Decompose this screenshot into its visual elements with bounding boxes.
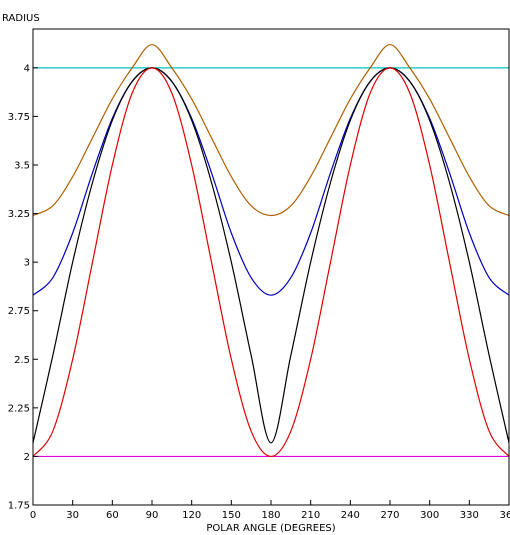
series-line-3 [32, 67, 510, 296]
y-tick-label: 2 [24, 452, 30, 463]
series-line-4 [32, 67, 510, 444]
plot-frame [32, 28, 510, 506]
x-tick-label: 150 [222, 510, 241, 521]
x-axis-title: POLAR ANGLE (DEGREES) [206, 523, 335, 534]
x-tick-label: 330 [460, 510, 479, 521]
x-tick-label: 180 [261, 510, 280, 521]
x-axis: 0 30 60 90 120 150 180 210 240 270 300 330 360 [30, 500, 510, 521]
y-tick-label: 2.5 [14, 355, 30, 366]
x-tick-label: 360 [499, 510, 510, 521]
series-line-2 [32, 43, 510, 217]
y-tick-label: 3.25 [8, 209, 30, 220]
y-axis: 1.75 2 2.25 2.5 2.75 3 3.25 3.5 3.75 4 [8, 63, 38, 512]
x-tick-label: 240 [341, 510, 360, 521]
x-tick-label: 270 [380, 510, 399, 521]
y-tick-label: 3.75 [8, 112, 30, 123]
x-tick-label: 90 [146, 510, 159, 521]
x-tick-label: 210 [301, 510, 320, 521]
y-tick-label: 3 [24, 258, 30, 269]
y-axis-title: RADIUS [2, 13, 40, 24]
y-tick-label: 3.5 [14, 161, 30, 172]
y-tick-label: 4 [24, 63, 30, 74]
x-tick-label: 0 [30, 510, 36, 521]
x-tick-label: 120 [182, 510, 201, 521]
y-tick-label: 1.75 [8, 501, 30, 512]
series-line-5 [32, 67, 510, 458]
y-tick-label: 2.25 [8, 403, 30, 414]
curves-layer [32, 43, 510, 458]
y-tick-label: 2.75 [8, 306, 30, 317]
x-tick-label: 60 [106, 510, 119, 521]
x-tick-label: 300 [420, 510, 439, 521]
x-tick-label: 30 [66, 510, 79, 521]
